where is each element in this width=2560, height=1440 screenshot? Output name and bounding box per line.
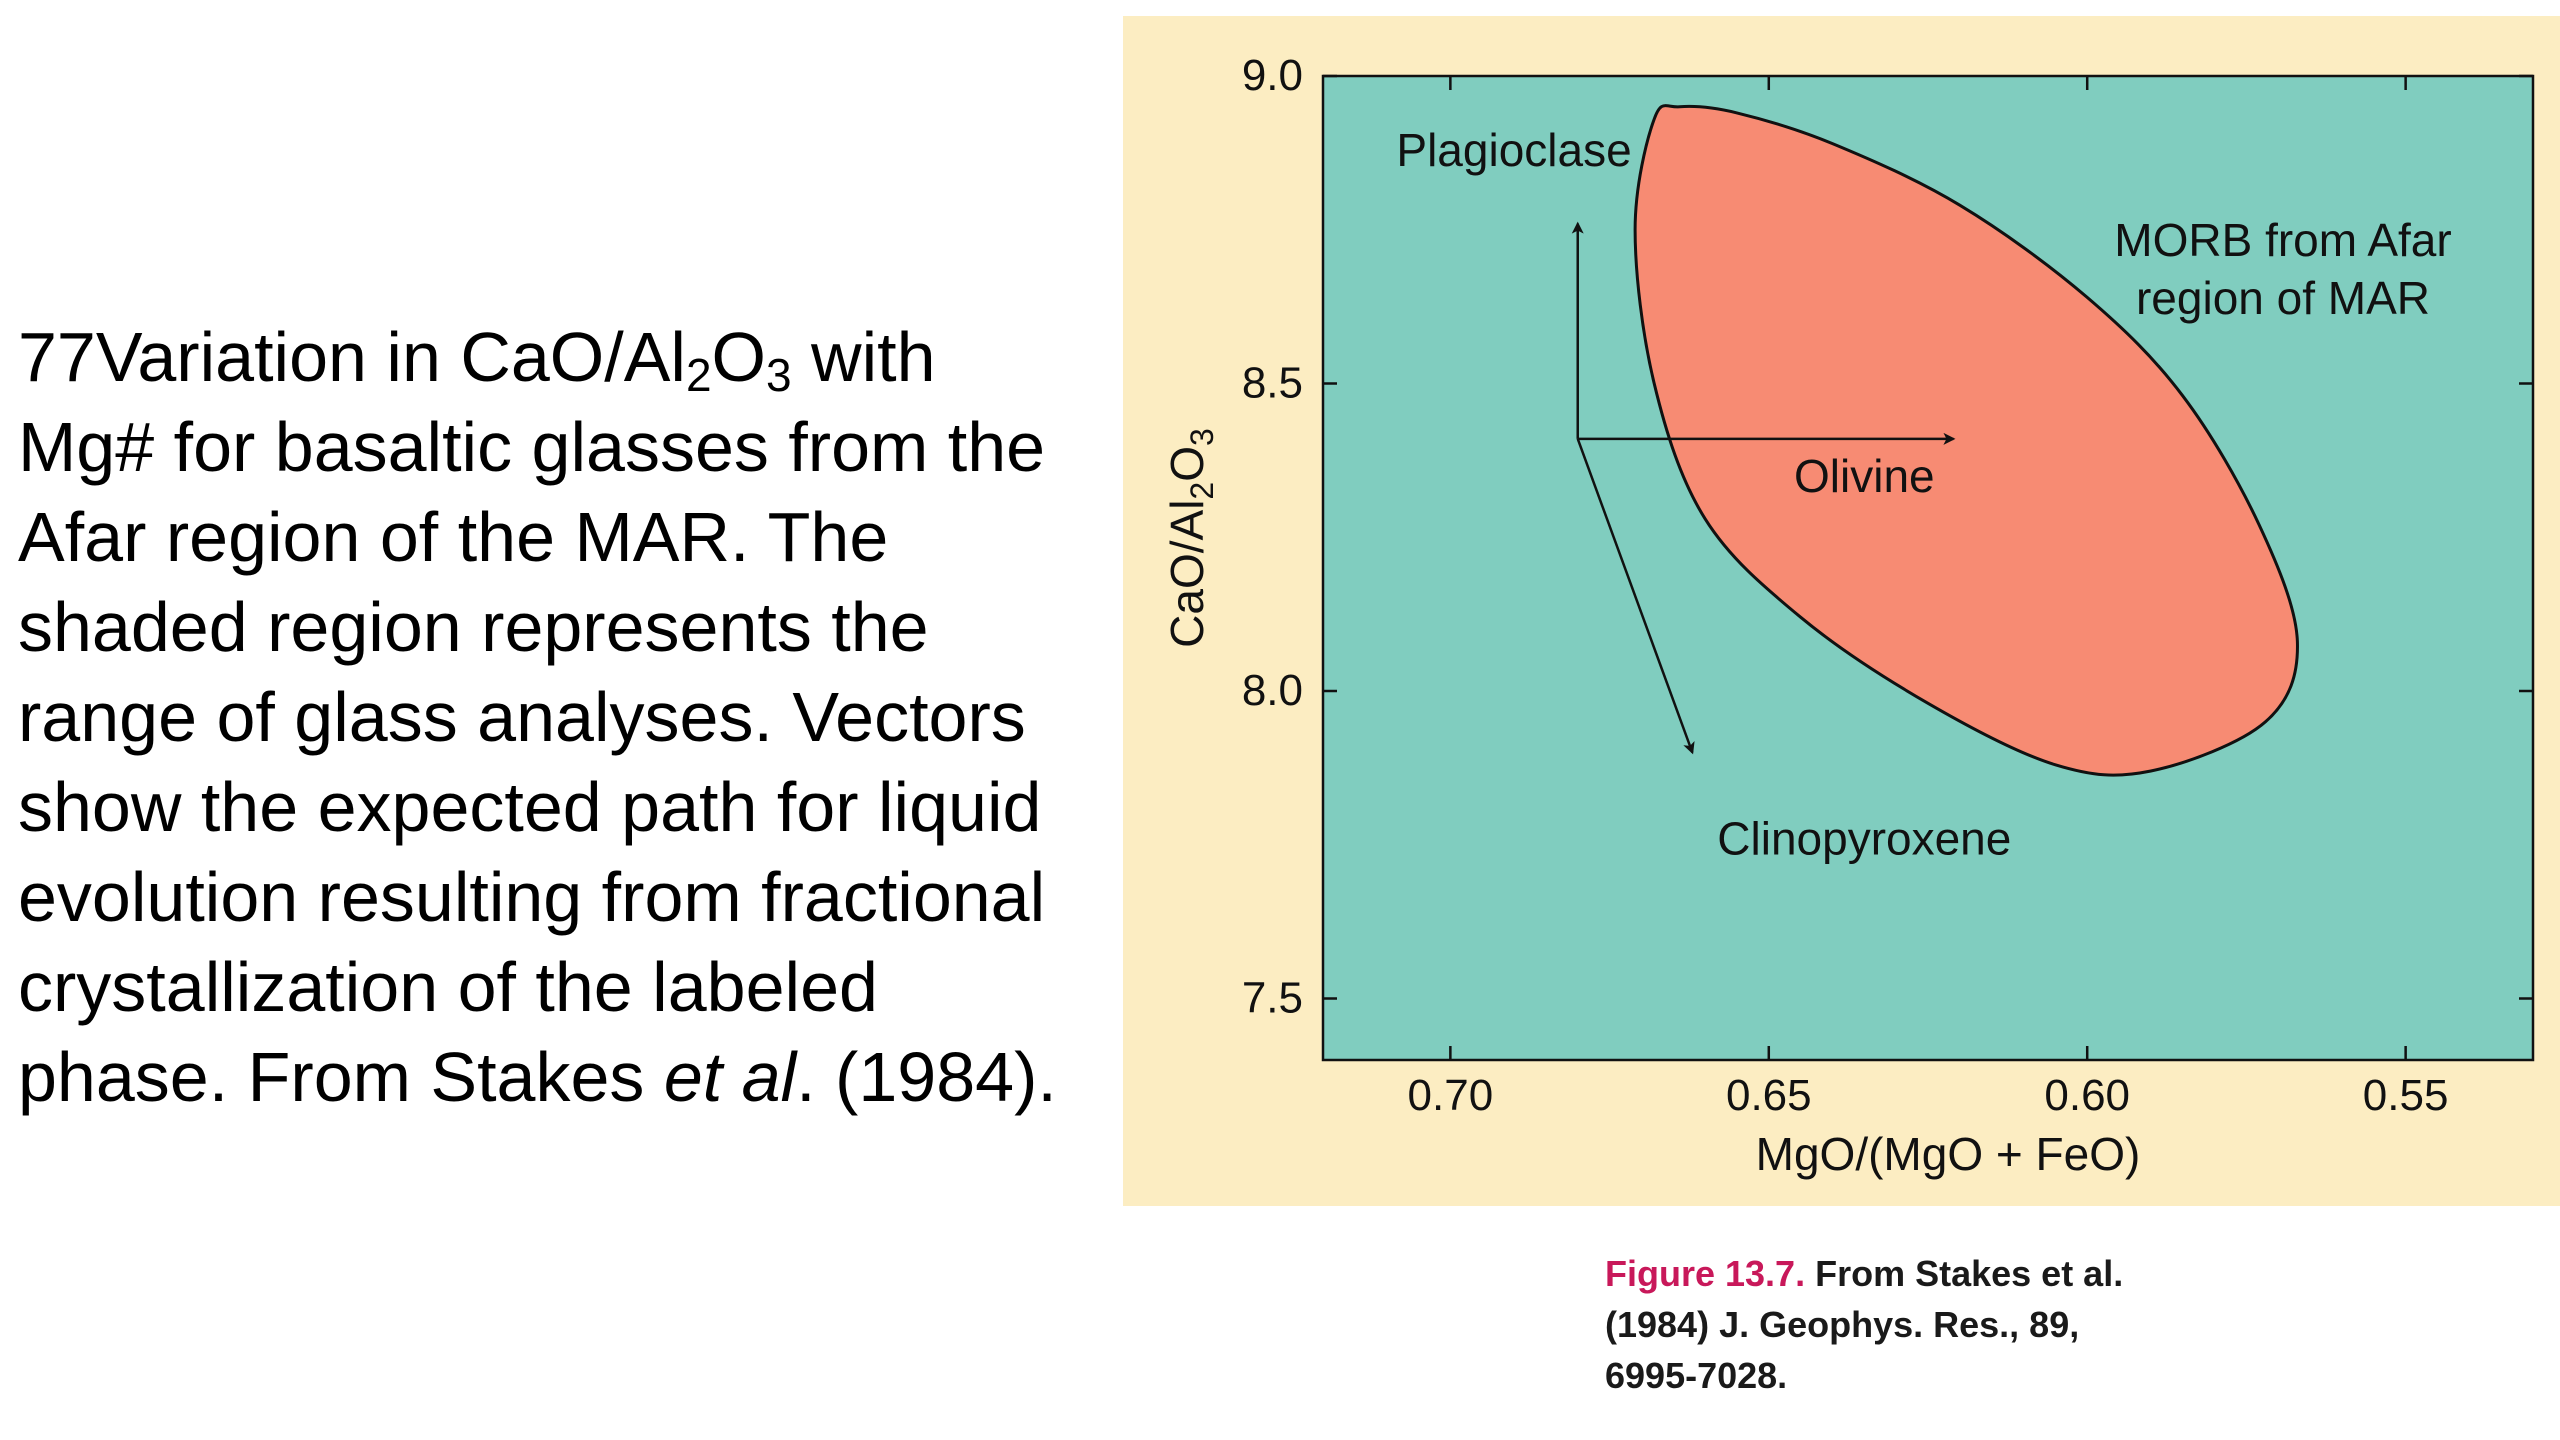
- x-tick-label: 0.55: [2363, 1071, 2449, 1120]
- figure-number: Figure 13.7.: [1605, 1253, 1806, 1294]
- caption-sub-3: 3: [766, 349, 792, 401]
- region-label-line2: region of MAR: [2136, 272, 2430, 324]
- caption-line1-prefix: 77Variation in CaO/Al: [18, 318, 686, 396]
- x-tick-label: 0.65: [1726, 1071, 1812, 1120]
- y-tick-label: 9.0: [1242, 51, 1303, 100]
- plot-frame: [1321, 74, 2535, 1062]
- caption-text: 77Variation in CaO/Al2O3 with Mg# for ba…: [18, 312, 1078, 1122]
- x-axis-label: MgO/(MgO + FeO): [1756, 1128, 2141, 1180]
- caption-rest-2: . (1984).: [796, 1038, 1057, 1116]
- region-label-line1: MORB from Afar: [2114, 214, 2451, 266]
- plagioclase-label: Plagioclase: [1396, 124, 1631, 176]
- clinopyroxene-label: Clinopyroxene: [1717, 813, 2011, 865]
- y-axis-label: CaO/Al2O3: [1161, 428, 1220, 648]
- figure-panel: 0.70 0.65 0.60 0.55 7.5 8.0 8.5 9.0 MgO/(MgO + F…: [1123, 16, 2560, 1206]
- chart: 0.70 0.65 0.60 0.55 7.5 8.0 8.5 9.0 MgO/(MgO + F…: [1161, 51, 2535, 1180]
- caption-sub-2: 2: [685, 349, 712, 401]
- x-tick-label: 0.70: [1408, 1071, 1494, 1120]
- caption-italic: et al: [663, 1038, 797, 1116]
- clinopyroxene-vector: [1576, 438, 1695, 755]
- y-tick-label: 8.5: [1242, 359, 1303, 408]
- y-tick-label: 7.5: [1242, 974, 1303, 1023]
- figure-credit: Figure 13.7. From Stakes et al. (1984) J…: [1605, 1248, 2165, 1401]
- y-tick-label: 8.0: [1242, 666, 1303, 715]
- olivine-label: Olivine: [1794, 450, 1935, 502]
- caption-rest-1: with Mg# for basaltic glasses from the A…: [18, 318, 1046, 1116]
- morb-region: [1633, 104, 2299, 777]
- caption-line1-mid: O: [711, 318, 766, 396]
- x-tick-label: 0.60: [2044, 1071, 2130, 1120]
- figure-credit-text: From Stakes et al. (1984) J. Geophys. Re…: [1605, 1253, 2124, 1396]
